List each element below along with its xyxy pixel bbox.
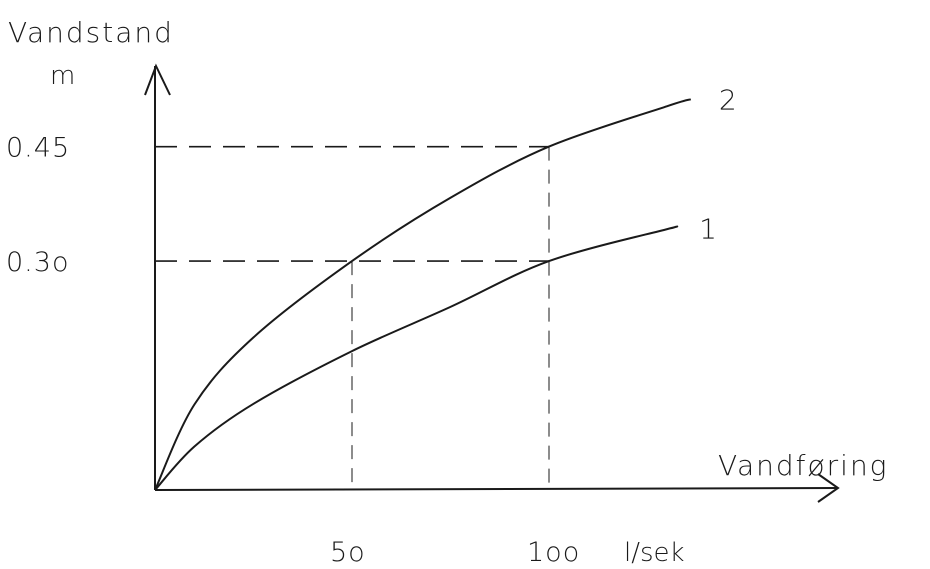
series-2-curve	[154, 98, 692, 491]
y-axis-arrow	[144, 63, 171, 96]
y-axis-unit: m	[50, 61, 75, 91]
labels: Vandstand m Vandføring l/sek	[8, 16, 889, 568]
x-tick-label-50: 5o	[330, 537, 366, 568]
series-labels: 12	[699, 83, 737, 245]
y-axis-title: Vandstand	[8, 16, 174, 49]
axes	[144, 63, 840, 503]
guide-lines	[155, 145, 550, 490]
y-tick-label-0.45: 0.45	[6, 133, 70, 164]
series-2-label: 2	[719, 83, 737, 116]
series-1-label: 1	[699, 212, 717, 245]
x-axis-title: Vandføring	[718, 449, 889, 482]
x-tick-label-100: 1oo	[527, 537, 580, 568]
tick-labels: 0.3o 0.45 5o 1oo	[6, 133, 580, 568]
x-axis-unit: l/sek	[624, 538, 685, 568]
y-tick-label-0.3: 0.3o	[6, 247, 69, 278]
x-axis	[154, 487, 839, 491]
series-curves	[154, 98, 692, 491]
x-axis-arrow	[817, 473, 840, 503]
series-1-curve	[154, 225, 679, 491]
